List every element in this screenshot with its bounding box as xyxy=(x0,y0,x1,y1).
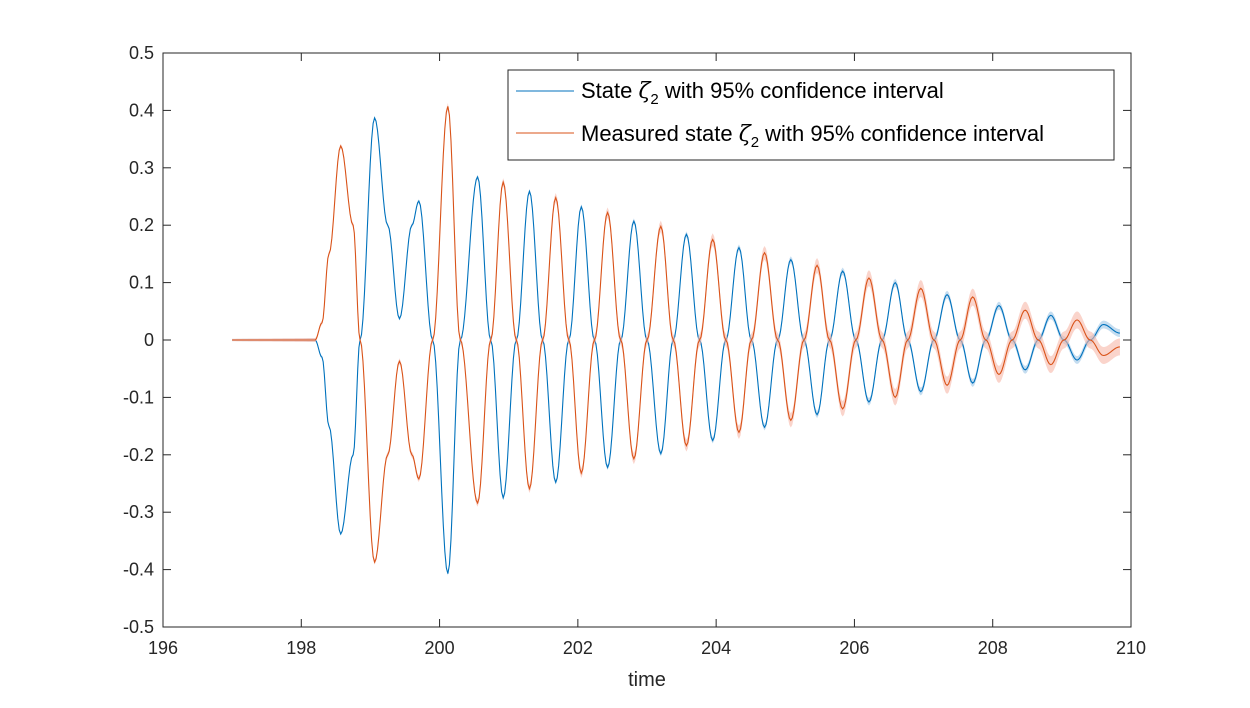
y-tick-label: -0.3 xyxy=(123,502,154,522)
subscript-2: 2 xyxy=(650,91,658,108)
y-tick-label: -0.2 xyxy=(123,445,154,465)
legend-label-prefix: Measured state xyxy=(581,121,739,146)
y-tick-label: 0.2 xyxy=(129,215,154,235)
legend-entry-state: State ζ2 with 95% confidence interval xyxy=(516,78,944,108)
legend-label-measured-state: Measured state ζ2 with 95% confidence in… xyxy=(581,121,1044,151)
x-tick-label: 196 xyxy=(148,638,178,658)
x-tick-label: 198 xyxy=(286,638,316,658)
y-tick-label: 0.1 xyxy=(129,273,154,293)
x-axis-label: time xyxy=(628,669,666,691)
legend-label-state: State ζ2 with 95% confidence interval xyxy=(581,78,944,108)
y-tick-label: 0 xyxy=(144,330,154,350)
legend-box xyxy=(507,69,1115,161)
x-tick-label: 210 xyxy=(1116,638,1146,658)
zeta-symbol: ζ xyxy=(739,122,753,147)
y-tick-label: 0.4 xyxy=(129,100,154,120)
series-layer xyxy=(232,102,1121,576)
y-tick-label: 0.5 xyxy=(129,43,154,63)
legend-label-suffix: with 95% confidence interval xyxy=(759,121,1044,146)
legend-entry-measured-state: Measured state ζ2 with 95% confidence in… xyxy=(516,121,1044,151)
y-tick-label: 0.3 xyxy=(129,158,154,178)
y-tick-label: -0.1 xyxy=(123,387,154,407)
subscript-2: 2 xyxy=(751,134,759,151)
x-tick-label: 202 xyxy=(563,638,593,658)
legend-label-suffix: with 95% confidence interval xyxy=(659,78,944,103)
legend: State ζ2 with 95% confidence interval Me… xyxy=(507,69,1115,161)
series-line-0 xyxy=(232,116,1121,574)
x-tick-label: 208 xyxy=(978,638,1008,658)
series-line-1 xyxy=(232,106,1121,564)
y-tick-label: -0.4 xyxy=(123,560,154,580)
legend-label-prefix: State xyxy=(581,78,638,103)
zeta-symbol: ζ xyxy=(638,79,652,104)
x-tick-label: 206 xyxy=(839,638,869,658)
ticks-layer: 196 198 200 202 204 206 208 210 0.5 0.4 0.3 0.2 0.1 0… xyxy=(123,43,1146,658)
x-tick-label: 200 xyxy=(425,638,455,658)
y-tick-label: -0.5 xyxy=(123,617,154,637)
x-tick-label: 204 xyxy=(701,638,731,658)
